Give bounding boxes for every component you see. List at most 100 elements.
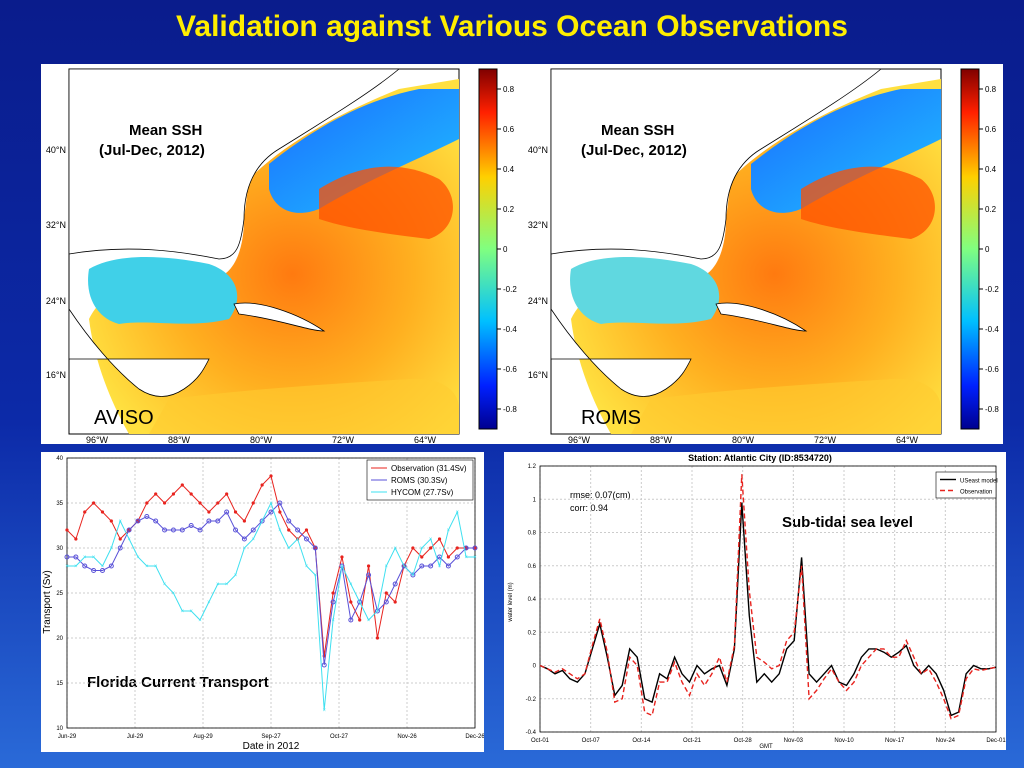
data-point — [375, 636, 380, 640]
x-tick-label: Sep-27 — [261, 734, 281, 740]
data-point — [74, 537, 78, 541]
data-point — [153, 518, 159, 524]
data-point — [366, 572, 372, 578]
ocean-high-ssh — [319, 166, 453, 239]
legend-label: ROMS (30.3Sv) — [391, 476, 448, 485]
legend: Observation (31.4Sv) ROMS (30.3Sv) HYCOM (… — [366, 459, 474, 501]
roms-ssh-map: Mean SSH (Jul-Dec, 2012) ROMS — [550, 68, 942, 435]
data-point — [392, 581, 398, 587]
data-point: × — [464, 555, 468, 561]
data-point: × — [358, 600, 362, 606]
colorbar-tick-label: -0.4 — [503, 325, 517, 334]
lon-tick-label: 80°W — [250, 435, 273, 444]
data-point — [126, 527, 132, 533]
chart-annotation: Sub-tidal sea level — [782, 514, 913, 531]
north-america-land — [550, 68, 883, 260]
data-point — [348, 617, 354, 623]
data-point: × — [456, 510, 460, 516]
data-point — [144, 514, 150, 519]
data-point — [233, 527, 239, 533]
data-point: × — [296, 537, 300, 543]
data-point: × — [367, 618, 371, 624]
data-point: × — [473, 555, 477, 561]
y-tick-label: 15 — [56, 681, 63, 687]
legend-label: Observation — [960, 490, 992, 496]
y-tick-label: 1 — [533, 497, 537, 503]
lon-tick-label: 72°W — [814, 435, 837, 444]
legend-label: USeast model — [960, 479, 998, 485]
data-point — [64, 554, 70, 560]
data-point: × — [216, 582, 220, 588]
data-point: × — [154, 564, 158, 570]
map-period: (Jul-Dec, 2012) — [99, 142, 205, 159]
x-tick-label: Oct-21 — [683, 738, 702, 744]
plot-frame — [66, 457, 476, 729]
data-point — [171, 492, 176, 496]
lat-tick-label: 24°N — [528, 296, 548, 306]
data-point: × — [83, 555, 87, 561]
data-point: × — [234, 573, 238, 579]
data-point — [269, 474, 273, 478]
data-point: × — [136, 555, 140, 561]
x-tick-label: Nov-24 — [936, 738, 956, 744]
y-tick-label: -0.2 — [526, 697, 537, 703]
data-point — [83, 510, 87, 514]
y-tick-label: 1.2 — [528, 464, 537, 470]
ssh-maps-svg: Mean SSH (Jul-Dec, 2012) AVISO 0.8 0.6 0.4… — [46, 68, 999, 445]
legend-label: HYCOM (27.7Sv) — [391, 488, 454, 497]
florida-transport-panel: Transport (Sv) Date in 2012 Florida Curr… — [41, 452, 485, 752]
data-point — [207, 510, 211, 514]
data-point — [170, 527, 176, 533]
grid — [539, 465, 997, 733]
lon-tick-label: 88°W — [168, 435, 191, 444]
map-label: Mean SSH — [601, 122, 674, 139]
data-point — [295, 527, 301, 533]
data-point — [384, 591, 388, 595]
data-point — [99, 568, 105, 573]
y-tick-label: 10 — [56, 726, 63, 732]
data-point — [330, 599, 336, 605]
aviso-ssh-map: Mean SSH (Jul-Dec, 2012) AVISO — [68, 68, 460, 435]
data-point — [286, 518, 292, 524]
data-point — [73, 554, 79, 560]
colorbar-tick-label: 0.2 — [503, 205, 515, 214]
lat-tick-label: 16°N — [528, 370, 548, 380]
data-point — [383, 599, 389, 605]
data-point: × — [172, 591, 176, 597]
colorbar-tick-label: 0 — [985, 245, 990, 254]
x-tick-label: Jul-29 — [127, 734, 144, 740]
y-tick-label: 30 — [56, 546, 63, 552]
lat-tick-label: 40°N — [46, 145, 66, 155]
data-point — [135, 518, 141, 524]
data-point: × — [269, 501, 273, 507]
data-point — [189, 492, 193, 496]
data-point — [357, 599, 363, 605]
y-tick-label: 0.6 — [528, 564, 537, 570]
x-tick-label: Oct-28 — [734, 738, 753, 744]
data-point — [250, 527, 256, 533]
data-point: × — [385, 564, 389, 570]
x-tick-label: Nov-10 — [834, 738, 854, 744]
data-point — [260, 483, 264, 487]
x-axis-label: Date in 2012 — [243, 741, 300, 752]
data-point: × — [181, 609, 185, 615]
data-point — [251, 501, 255, 505]
lon-tick-label: 72°W — [332, 435, 355, 444]
lon-tick-label: 64°W — [896, 435, 919, 444]
colorbar-tick-label: -0.6 — [985, 365, 999, 374]
data-point: × — [92, 555, 96, 561]
data-point — [321, 662, 327, 668]
colorbar-tick-label: -0.8 — [985, 405, 999, 414]
y-tick-label: 0 — [533, 664, 537, 670]
data-point — [108, 563, 114, 569]
ocean-high-ssh — [801, 166, 935, 239]
data-point — [312, 545, 318, 551]
atlantic-city-panel: Station: Atlantic City (ID:8534720) wate… — [504, 452, 1006, 750]
data-point: × — [349, 582, 353, 588]
data-point — [188, 523, 194, 528]
map-axis-labels: 40°N 32°N 24°N 16°N 96°W 88°W 80°W 72°W 64°W 40°N… — [46, 145, 919, 445]
north-america-land — [68, 68, 401, 260]
data-point — [100, 510, 105, 514]
colorbar-tick-label: 0.8 — [985, 85, 997, 94]
data-point: × — [189, 609, 193, 615]
